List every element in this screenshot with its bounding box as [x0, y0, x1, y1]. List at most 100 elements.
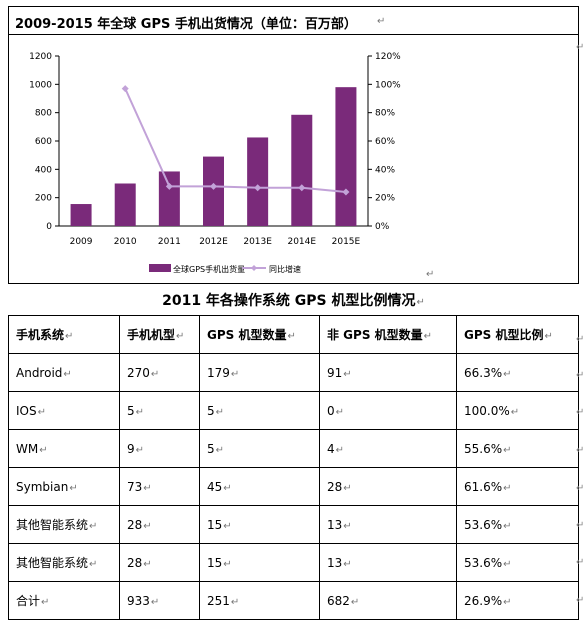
table-cell: 55.6%↵: [456, 429, 579, 468]
y-tick-label-left: 1000: [29, 80, 52, 90]
table-cell: 179↵: [199, 353, 320, 392]
table-cell: IOS↵: [8, 391, 120, 430]
x-tick-label: 2012E: [199, 237, 228, 247]
x-tick-label: 2014E: [287, 237, 316, 247]
chart-frame: 2009-2015 年全球 GPS 手机出货情况（单位：百万部） ↵ 0 200 40…: [8, 6, 579, 284]
return-mark: ↵: [416, 297, 425, 308]
table-cell: 933↵: [119, 581, 200, 620]
legend-label-bar: 全球GPS手机出货量: [173, 264, 245, 274]
table-title-text: 2011 年各操作系统 GPS 机型比例情况: [162, 293, 416, 309]
growth-line: [124, 88, 347, 193]
y-tick-label-left: 600: [35, 137, 52, 147]
table-title: 2011 年各操作系统 GPS 机型比例情况↵: [0, 290, 587, 310]
table-cell: Android↵: [8, 353, 120, 392]
return-mark: ↵: [377, 16, 386, 27]
table-cell: 其他智能系统↵: [8, 505, 120, 544]
table-cell: Symbian↵: [8, 467, 120, 506]
bar: [114, 183, 136, 226]
table-row: WM↵ 9↵ 5↵ 4↵ 55.6%↵: [8, 429, 579, 468]
y-tick-label-right: 60%: [375, 137, 395, 147]
table-cell: 73↵: [119, 467, 200, 506]
growth-point: [210, 182, 217, 190]
table-cell: 9↵: [119, 429, 200, 468]
return-mark: ↵: [576, 520, 585, 531]
y-tick-label-right: 20%: [375, 194, 395, 204]
table-cell: 5↵: [199, 391, 320, 430]
x-tick-label: 2010: [114, 237, 137, 247]
table-cell: 15↵: [199, 543, 320, 582]
table-cell: 45↵: [199, 467, 320, 506]
y-tick-label-right: 80%: [375, 109, 395, 119]
chart-area: 0 200 400 600 800 1000 1200 0% 20% 40% 60% 80% 100% 1…: [10, 36, 577, 282]
chart-title: 2009-2015 年全球 GPS 手机出货情况（单位：百万部）: [15, 17, 357, 32]
table-cell: 28↵: [119, 505, 200, 544]
return-mark: ↵: [576, 334, 585, 345]
table-cell: 0↵: [319, 391, 457, 430]
table-cell: 53.6%↵: [456, 505, 579, 544]
table-cell: 15↵: [199, 505, 320, 544]
table-cell: 100.0%↵: [456, 391, 579, 430]
column-header: 非 GPS 机型数量↵: [319, 315, 457, 354]
y-tick-label-right: 40%: [375, 165, 395, 175]
bar: [70, 204, 92, 226]
legend-label-line: 同比增速: [269, 264, 301, 274]
column-header: 手机系统↵: [8, 315, 120, 354]
growth-point: [254, 184, 262, 192]
table-row: 其他智能系统↵ 28↵ 15↵ 13↵ 53.6%↵: [8, 505, 579, 544]
table-cell: 251↵: [199, 581, 320, 620]
table-cell: 合计↵: [8, 581, 120, 620]
bar: [291, 114, 313, 226]
table-cell: 5↵: [119, 391, 200, 430]
table-cell: 682↵: [319, 581, 457, 620]
bar: [247, 137, 269, 226]
table-row: 其他智能系统↵ 28↵ 15↵ 13↵ 53.6%↵: [8, 543, 579, 582]
growth-point: [165, 182, 173, 190]
table-cell: 61.6%↵: [456, 467, 579, 506]
x-tick-label: 2009: [70, 237, 93, 247]
table-cell: 5↵: [199, 429, 320, 468]
table-row: Android↵ 270↵ 179↵ 91↵ 66.3%↵: [8, 353, 579, 392]
y-tick-label-left: 0: [46, 222, 52, 232]
y-tick-label-right: 0%: [375, 222, 390, 232]
table-cell: 13↵: [319, 505, 457, 544]
os-gps-table: 手机系统↵ 手机机型↵ GPS 机型数量↵ 非 GPS 机型数量↵ GPS 机型…: [8, 315, 579, 620]
return-mark: ↵: [576, 42, 585, 53]
table-header-row: 手机系统↵ 手机机型↵ GPS 机型数量↵ 非 GPS 机型数量↵ GPS 机型…: [8, 315, 579, 354]
column-header: GPS 机型数量↵: [199, 315, 320, 354]
return-mark: ↵: [576, 370, 585, 381]
table-cell: 270↵: [119, 353, 200, 392]
column-header: GPS 机型比例↵: [456, 315, 579, 354]
legend-swatch-bar: [149, 264, 171, 272]
y-tick-label-left: 1200: [29, 52, 52, 62]
table-cell: 66.3%↵: [456, 353, 579, 392]
table-cell: 其他智能系统↵: [8, 543, 120, 582]
return-mark: ↵: [576, 595, 585, 606]
y-tick-label-right: 120%: [375, 52, 401, 62]
growth-point: [121, 85, 129, 93]
bar: [203, 156, 224, 226]
table-row: Symbian↵ 73↵ 45↵ 28↵ 61.6%↵: [8, 467, 579, 506]
table-cell: WM↵: [8, 429, 120, 468]
column-header: 手机机型↵: [119, 315, 200, 354]
table-row: IOS↵ 5↵ 5↵ 0↵ 100.0%↵: [8, 391, 579, 430]
growth-point: [298, 184, 306, 192]
y-tick-label-left: 800: [35, 109, 52, 119]
growth-point: [342, 188, 350, 196]
y-tick-label-right: 100%: [375, 80, 401, 90]
y-tick-label-left: 200: [35, 194, 52, 204]
y-tick-label-left: 400: [35, 165, 52, 175]
table-row-total: 合计↵ 933↵ 251↵ 682↵ 26.9%↵: [8, 581, 579, 620]
table-cell: 53.6%↵: [456, 543, 579, 582]
return-mark: ↵: [576, 557, 585, 568]
legend-marker-line: [251, 265, 257, 271]
return-mark: ↵: [576, 407, 585, 418]
return-mark: ↵: [576, 483, 585, 494]
x-tick-label: 2015E: [332, 237, 361, 247]
x-tick-label: 2013E: [243, 237, 272, 247]
return-mark: ↵: [576, 445, 585, 456]
x-tick-label: 2011: [158, 237, 181, 247]
table-cell: 91↵: [319, 353, 457, 392]
return-mark: ↵: [426, 269, 435, 280]
table-cell: 26.9%↵: [456, 581, 579, 620]
table-cell: 13↵: [319, 543, 457, 582]
